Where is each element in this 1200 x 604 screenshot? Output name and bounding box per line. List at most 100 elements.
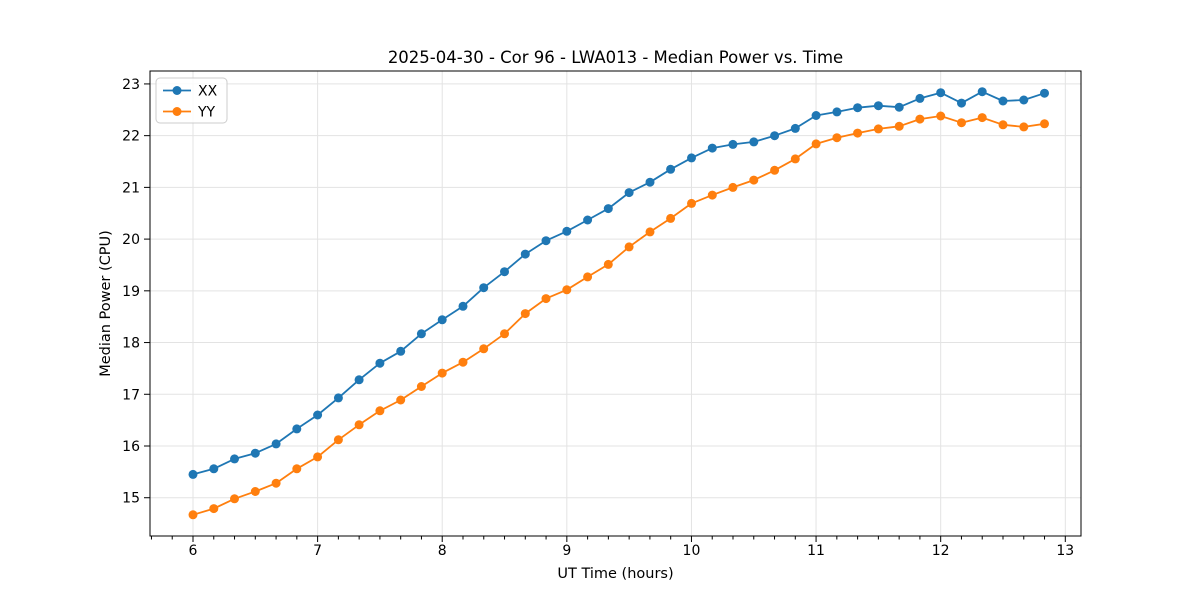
data-point-yy <box>894 121 904 131</box>
x-tick-label: 11 <box>807 543 825 559</box>
y-axis-label: Median Power (CPU) <box>98 230 114 377</box>
y-tick-label: 16 <box>122 439 140 455</box>
data-point-xx <box>209 464 219 474</box>
data-point-xx <box>583 215 593 225</box>
data-point-yy <box>873 124 883 134</box>
data-point-xx <box>437 315 447 325</box>
data-point-xx <box>957 98 966 108</box>
legend-xx-marker-icon <box>172 86 182 95</box>
data-point-xx <box>853 103 863 113</box>
data-point-xx <box>687 153 696 163</box>
data-point-yy <box>583 272 593 282</box>
data-point-yy <box>603 259 613 269</box>
data-point-xx <box>292 424 302 434</box>
data-point-xx <box>936 88 946 98</box>
data-point-yy <box>832 133 842 143</box>
data-point-xx <box>500 267 509 277</box>
data-point-yy <box>479 344 489 354</box>
data-point-xx <box>707 143 717 153</box>
data-point-xx <box>832 107 842 117</box>
data-point-yy <box>811 139 821 149</box>
y-tick-label: 23 <box>122 77 140 93</box>
data-point-yy <box>416 382 426 391</box>
data-point-xx <box>998 96 1008 106</box>
legend-yy-marker-icon <box>172 107 182 116</box>
x-tick-label: 7 <box>313 543 322 559</box>
y-tick-label: 20 <box>122 232 140 248</box>
data-point-xx <box>894 102 904 112</box>
data-point-yy <box>936 111 946 121</box>
data-point-yy <box>624 242 634 252</box>
plot-area: 6 7 8 9 10 11 12 13 15 16 17 18 19 20 21 22 23 <box>122 70 1082 559</box>
data-point-xx <box>666 164 676 174</box>
data-point-yy <box>770 165 780 175</box>
data-point-yy <box>977 113 987 123</box>
data-point-xx <box>915 93 925 103</box>
y-tick-label: 22 <box>122 129 140 145</box>
y-tick-label: 21 <box>122 180 140 196</box>
data-point-xx <box>811 111 821 120</box>
data-point-xx <box>624 188 634 198</box>
data-point-xx <box>873 101 883 111</box>
data-point-xx <box>271 439 281 449</box>
data-point-xx <box>396 346 406 356</box>
data-point-xx <box>1019 95 1029 105</box>
data-point-yy <box>915 114 925 124</box>
x-axis-label: UT Time (hours) <box>557 566 673 582</box>
data-point-xx <box>375 358 385 368</box>
data-point-yy <box>666 213 676 223</box>
data-point-yy <box>250 487 260 496</box>
data-point-xx <box>479 283 489 293</box>
legend-label-yy: YY <box>197 105 216 121</box>
x-tick-label: 6 <box>189 543 198 559</box>
x-tick-label: 9 <box>562 543 571 559</box>
data-point-yy <box>333 435 343 445</box>
data-point-xx <box>230 454 239 464</box>
data-point-xx <box>790 123 800 133</box>
data-point-xx <box>562 226 572 236</box>
y-tick-label: 17 <box>122 387 140 403</box>
legend: XX YY <box>155 77 228 124</box>
data-point-xx <box>354 375 364 385</box>
data-point-xx <box>1040 88 1049 98</box>
data-point-yy <box>707 190 717 200</box>
data-point-xx <box>770 131 780 141</box>
x-tick-label: 10 <box>683 543 701 559</box>
data-point-xx <box>458 301 468 311</box>
data-point-xx <box>416 329 426 339</box>
data-point-yy <box>292 464 302 474</box>
x-tick-label: 8 <box>438 543 447 559</box>
data-point-yy <box>853 128 863 138</box>
data-point-yy <box>375 406 385 416</box>
data-point-yy <box>354 420 364 430</box>
data-point-xx <box>520 249 530 259</box>
data-point-yy <box>687 198 696 208</box>
data-point-xx <box>603 204 613 214</box>
data-point-yy <box>396 395 406 405</box>
data-point-yy <box>749 175 759 185</box>
data-point-yy <box>188 510 198 520</box>
data-point-yy <box>313 452 323 462</box>
x-tick-label: 12 <box>932 543 950 559</box>
data-point-xx <box>749 137 759 147</box>
data-point-xx <box>728 139 738 149</box>
data-point-yy <box>458 357 468 367</box>
data-point-yy <box>209 504 219 514</box>
chart-title: 2025-04-30 - Cor 96 - LWA013 - Median Po… <box>388 48 843 67</box>
data-point-xx <box>541 236 551 246</box>
data-point-yy <box>562 285 572 295</box>
data-point-yy <box>520 309 530 319</box>
data-point-xx <box>977 87 987 97</box>
y-tick-label: 15 <box>122 491 140 507</box>
data-point-xx <box>333 393 343 403</box>
y-tick-label: 19 <box>122 284 140 300</box>
data-point-yy <box>541 294 551 304</box>
data-point-yy <box>645 227 655 237</box>
data-point-yy <box>957 118 966 128</box>
data-point-yy <box>1040 119 1049 129</box>
data-point-xx <box>250 448 260 458</box>
data-point-yy <box>500 329 509 339</box>
x-tick-label: 13 <box>1056 543 1074 559</box>
